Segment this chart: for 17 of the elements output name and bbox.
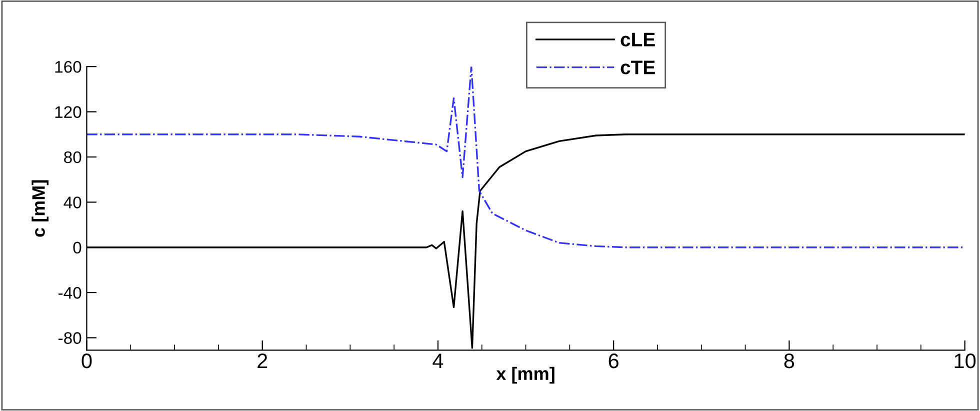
legend-label: cLE xyxy=(620,32,655,46)
x-tick-label: 0 xyxy=(82,354,92,368)
x-tick-label: 6 xyxy=(608,354,618,368)
y-tick-label: 120 xyxy=(55,106,82,118)
y-tick-label: -80 xyxy=(58,332,82,344)
y-tick-label: 40 xyxy=(64,196,82,208)
y-tick-label: 160 xyxy=(55,60,82,73)
y-axis-title: c [mM] xyxy=(32,180,49,237)
x-tick-label: 8 xyxy=(784,354,794,368)
y-tick-label: -40 xyxy=(58,286,82,299)
x-tick-label: 10 xyxy=(954,354,976,368)
y-tick-label: 0 xyxy=(73,242,82,254)
x-tick-label: 2 xyxy=(258,354,268,368)
y-tick-label: 80 xyxy=(64,151,82,164)
legend-label: cTE xyxy=(620,60,655,74)
x-axis-title: x [mm] xyxy=(496,366,554,384)
x-tick-label: 4 xyxy=(432,354,444,368)
